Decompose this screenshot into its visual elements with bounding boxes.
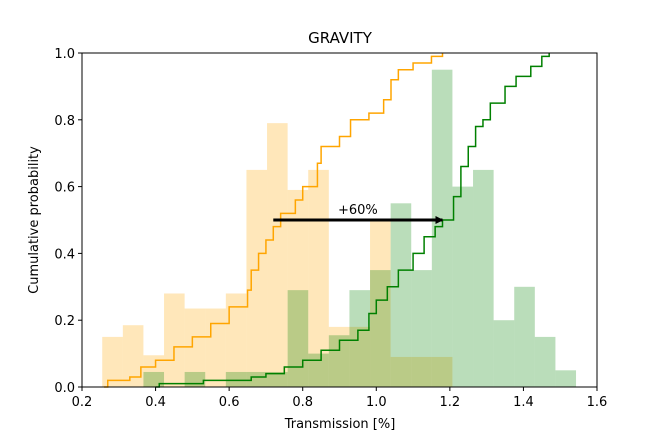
histogram-bar [411,356,432,387]
histogram-bar [431,356,453,387]
histogram-bar [308,353,329,387]
histogram-bar [164,293,185,387]
histogram-bar [205,308,226,387]
histogram-bar [287,290,309,387]
histogram-bar [328,326,350,387]
x-tick-label: 0.8 [292,395,313,410]
histogram-bar [370,270,391,387]
histogram-bar [534,336,556,387]
y-axis-label: Cumulative probability [27,146,42,294]
histogram-bar [390,203,412,387]
histogram-bar [390,356,412,387]
histogram-bar [349,326,371,387]
histogram-bar [328,335,350,387]
histogram-bar [473,169,494,387]
cumulative-line [155,53,550,388]
y-tick-label: 0.8 [54,114,75,129]
x-tick-label: 1.4 [513,395,534,410]
x-tick-label: 1.2 [440,395,461,410]
histogram-bar [225,293,247,387]
histogram-bar [246,371,268,387]
histogram-bar [431,69,453,387]
x-tick-label: 1.6 [587,395,608,410]
y-tick-label: 0.6 [54,181,75,196]
histogram-bar [143,371,165,387]
histogram-bar [308,169,329,387]
histogram-bar [555,370,577,387]
histogram-bar [267,123,288,387]
x-tick-label: 0.2 [72,395,93,410]
histogram-bar [349,290,371,387]
histogram-bar [143,355,165,387]
histogram-bar [493,320,515,387]
histogram-bar [225,371,247,387]
histogram-bar [122,325,144,387]
cumulative-line [104,53,444,388]
chart-title: GRAVITY [308,29,373,47]
x-tick-label: 1.0 [366,395,387,410]
histogram-bar [102,336,123,387]
plot-frame [81,52,598,388]
histogram-bar [370,220,391,387]
y-tick-label: 0.2 [54,314,75,329]
histogram-bar [452,186,474,387]
x-tick-label: 0.4 [145,395,166,410]
histogram-bar [514,286,535,387]
histogram-bar [287,189,309,387]
annotation-text: +60% [338,203,378,218]
histogram-bar [246,169,268,387]
y-tick-label: 0.4 [54,247,75,262]
histogram-bar [184,308,206,387]
y-tick-label: 1.0 [54,47,75,62]
y-tick-label: 0.0 [54,381,75,396]
x-tick-label: 0.6 [219,395,240,410]
histogram-bar [267,371,288,387]
histogram-bar [184,371,206,387]
histogram-bar [411,270,432,387]
x-axis-label: Transmission [%] [284,417,396,432]
